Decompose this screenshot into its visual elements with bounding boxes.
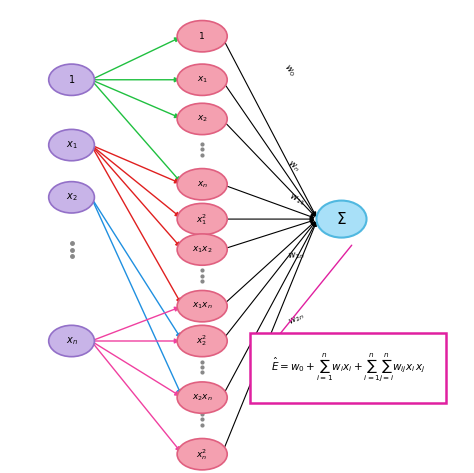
- Text: $x_2^2$: $x_2^2$: [197, 333, 208, 349]
- Ellipse shape: [177, 20, 227, 52]
- Text: 1: 1: [199, 32, 205, 41]
- Ellipse shape: [177, 325, 227, 357]
- Ellipse shape: [317, 201, 366, 237]
- Text: $\Sigma$: $\Sigma$: [336, 211, 347, 227]
- Text: $x_1x_2$: $x_1x_2$: [192, 245, 212, 255]
- Text: $x_1^2$: $x_1^2$: [197, 211, 208, 227]
- Ellipse shape: [49, 130, 94, 161]
- Text: $x_n^2$: $x_n^2$: [197, 447, 208, 462]
- Ellipse shape: [177, 64, 227, 96]
- Ellipse shape: [177, 438, 227, 470]
- Text: $w_{11}$: $w_{11}$: [287, 191, 307, 208]
- Text: $x_1$: $x_1$: [197, 75, 208, 85]
- Text: $w_{1n}$: $w_{1n}$: [287, 250, 305, 262]
- Ellipse shape: [177, 103, 227, 135]
- Ellipse shape: [49, 182, 94, 213]
- FancyBboxPatch shape: [250, 333, 446, 403]
- Ellipse shape: [177, 203, 227, 235]
- Text: $\hat{E} = w_0 + \sum_{i=1}^{n} w_i x_i + \sum_{i=1}^{n} \sum_{j=i}^{n} w_{ij} x: $\hat{E} = w_0 + \sum_{i=1}^{n} w_i x_i …: [271, 352, 425, 385]
- Text: $w_0$: $w_0$: [281, 63, 297, 79]
- Text: $x_1x_n$: $x_1x_n$: [192, 301, 212, 311]
- Text: $w_{2n}$: $w_{2n}$: [287, 310, 307, 328]
- Text: 1: 1: [68, 75, 74, 85]
- Text: $x_2x_n$: $x_2x_n$: [192, 392, 212, 403]
- Text: $x_2$: $x_2$: [197, 114, 208, 124]
- Ellipse shape: [177, 168, 227, 200]
- Text: $x_n$: $x_n$: [65, 335, 77, 347]
- Text: $w_{nn}$: $w_{nn}$: [287, 359, 307, 379]
- Ellipse shape: [177, 382, 227, 413]
- Text: $x_1$: $x_1$: [66, 139, 77, 151]
- Ellipse shape: [177, 234, 227, 265]
- Text: $x_n$: $x_n$: [197, 179, 208, 190]
- Text: $w_n$: $w_n$: [285, 159, 301, 175]
- Ellipse shape: [177, 290, 227, 322]
- Ellipse shape: [49, 64, 94, 96]
- Text: $x_2$: $x_2$: [66, 192, 77, 203]
- Ellipse shape: [49, 325, 94, 357]
